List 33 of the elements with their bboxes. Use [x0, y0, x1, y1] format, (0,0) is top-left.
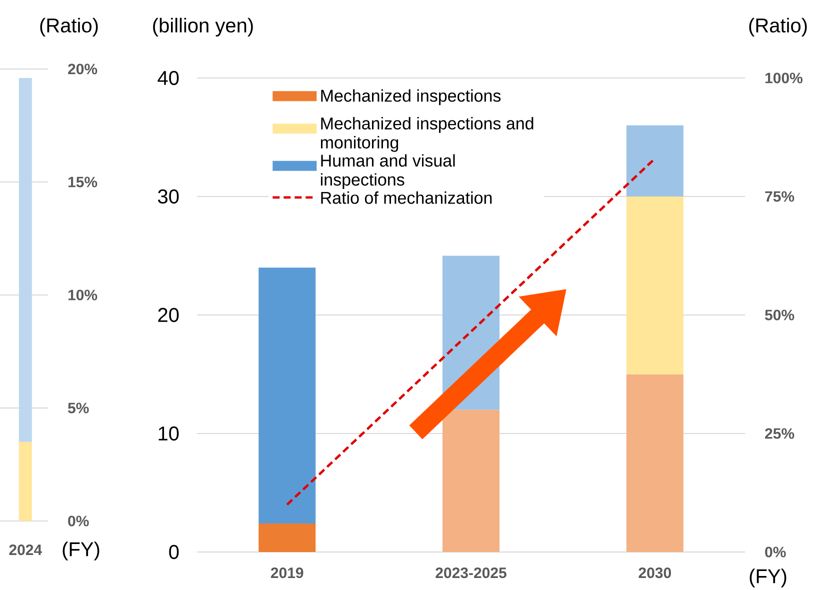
- bar: [626, 374, 684, 552]
- x-tick-label: 2023-2025: [436, 568, 506, 578]
- legend-label: Ratio of mechanization: [321, 191, 492, 204]
- y2-tick-label: 100%: [765, 72, 802, 84]
- bar: [258, 268, 316, 524]
- x-axis-title: (FY): [750, 568, 786, 588]
- x-axis-title: (FY): [62, 542, 100, 560]
- y2-tick-label: 15%: [68, 176, 98, 188]
- y2-axis-title: (Ratio): [40, 18, 98, 36]
- legend-label: Mechanized inspections and monitoring: [320, 117, 534, 152]
- legend-label: Mechanized inspections: [321, 89, 501, 106]
- x-tick-label: 2019: [270, 568, 304, 578]
- y-tick-label: 10: [158, 426, 179, 441]
- bar: [626, 125, 684, 196]
- x-tick-label: 2024: [9, 544, 42, 556]
- y2-tick-label: 75%: [765, 191, 794, 202]
- y-tick-label: 40: [158, 70, 179, 86]
- bar: [626, 196, 684, 374]
- legend-label: Human and visual inspections: [320, 154, 455, 190]
- y-tick-label: 20: [158, 308, 179, 322]
- bar: [258, 524, 316, 552]
- y-tick-label: 30: [158, 189, 179, 204]
- y2-tick-label: 10%: [68, 290, 98, 300]
- y2-tick-label: 20%: [68, 64, 98, 74]
- y2-tick-label: 0%: [68, 516, 89, 526]
- y2-tick-label: 25%: [765, 428, 794, 439]
- y2-tick-label: 0%: [765, 546, 786, 558]
- y2-tick-label: 50%: [765, 310, 794, 320]
- x-tick-label: 2030: [638, 568, 671, 578]
- y-tick-label: 0: [169, 544, 179, 560]
- y2-axis-title: (Ratio): [749, 18, 807, 36]
- y2-tick-label: 5%: [68, 402, 89, 414]
- y-axis-title: (billion yen): [153, 18, 253, 36]
